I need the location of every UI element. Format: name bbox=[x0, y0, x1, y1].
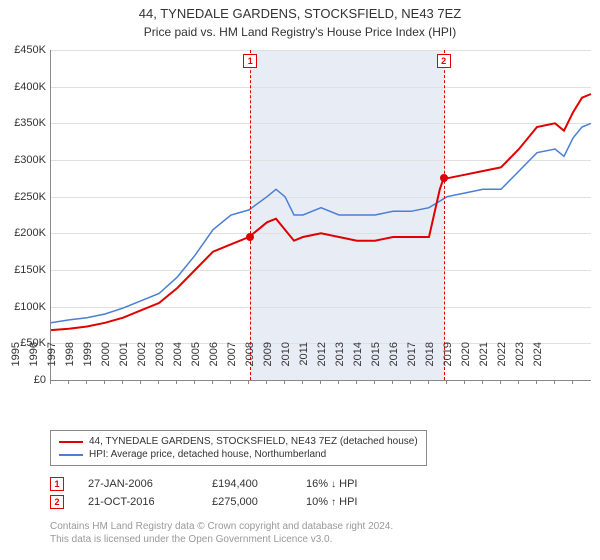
footer-line-2: This data is licensed under the Open Gov… bbox=[50, 533, 393, 546]
legend-swatch bbox=[59, 454, 83, 456]
sale-pct-vs-hpi: 10% ↑ HPI bbox=[306, 496, 396, 508]
x-tick-label: 2007 bbox=[226, 342, 238, 382]
x-tick-label: 2001 bbox=[118, 342, 130, 382]
x-tick-label: 2000 bbox=[100, 342, 112, 382]
sale-dot-1 bbox=[246, 233, 254, 241]
x-tick-label: 1995 bbox=[10, 342, 22, 382]
x-tick-label: 2020 bbox=[460, 342, 472, 382]
legend-row: 44, TYNEDALE GARDENS, STOCKSFIELD, NE43 … bbox=[59, 435, 418, 448]
x-tick-label: 2017 bbox=[406, 342, 418, 382]
legend-label: 44, TYNEDALE GARDENS, STOCKSFIELD, NE43 … bbox=[89, 436, 418, 447]
legend-row: HPI: Average price, detached house, Nort… bbox=[59, 448, 418, 461]
legend-label: HPI: Average price, detached house, Nort… bbox=[89, 449, 326, 460]
y-tick-label: £250K bbox=[14, 191, 50, 203]
sale-row: 1 27-JAN-2006 £194,400 16% ↓ HPI bbox=[50, 475, 396, 493]
x-tick-label: 2016 bbox=[388, 342, 400, 382]
legend-swatch bbox=[59, 441, 83, 443]
x-tick-label: 2011 bbox=[298, 342, 310, 382]
line-series bbox=[51, 50, 591, 380]
y-tick-label: £450K bbox=[14, 44, 50, 56]
y-tick-label: £350K bbox=[14, 117, 50, 129]
sale-price: £275,000 bbox=[212, 496, 282, 508]
sale-date: 27-JAN-2006 bbox=[88, 478, 188, 490]
chart-subtitle: Price paid vs. HM Land Registry's House … bbox=[0, 23, 600, 39]
x-tick-label: 2022 bbox=[496, 342, 508, 382]
x-tick-label: 2008 bbox=[244, 342, 256, 382]
sales-table: 1 27-JAN-2006 £194,400 16% ↓ HPI 2 21-OCT-201… bbox=[50, 475, 396, 511]
plot-region: 12 bbox=[50, 50, 591, 381]
series-property bbox=[51, 94, 591, 330]
x-tick-label: 2015 bbox=[370, 342, 382, 382]
chart-title: 44, TYNEDALE GARDENS, STOCKSFIELD, NE43 … bbox=[0, 0, 600, 23]
sale-dot-2 bbox=[440, 174, 448, 182]
y-tick-label: £150K bbox=[14, 264, 50, 276]
footer-attribution: Contains HM Land Registry data © Crown c… bbox=[50, 520, 393, 546]
x-tick-label: 2006 bbox=[208, 342, 220, 382]
chart-container: 44, TYNEDALE GARDENS, STOCKSFIELD, NE43 … bbox=[0, 0, 600, 560]
sale-marker-2: 2 bbox=[437, 54, 451, 68]
y-tick-label: £300K bbox=[14, 154, 50, 166]
x-tick-label: 1996 bbox=[28, 342, 40, 382]
x-tick-label: 1997 bbox=[46, 342, 58, 382]
x-tick-label: 2019 bbox=[442, 342, 454, 382]
footer-line-1: Contains HM Land Registry data © Crown c… bbox=[50, 520, 393, 533]
y-tick-label: £200K bbox=[14, 227, 50, 239]
x-tick-label: 2014 bbox=[352, 342, 364, 382]
x-tick-label: 2023 bbox=[514, 342, 526, 382]
sale-row: 2 21-OCT-2016 £275,000 10% ↑ HPI bbox=[50, 493, 396, 511]
sale-row-marker: 1 bbox=[50, 477, 64, 491]
sale-date: 21-OCT-2016 bbox=[88, 496, 188, 508]
x-tick-label: 2013 bbox=[334, 342, 346, 382]
x-tick-label: 2003 bbox=[154, 342, 166, 382]
series-hpi bbox=[51, 123, 591, 322]
x-tick-label: 2012 bbox=[316, 342, 328, 382]
sale-price: £194,400 bbox=[212, 478, 282, 490]
legend: 44, TYNEDALE GARDENS, STOCKSFIELD, NE43 … bbox=[50, 430, 427, 466]
x-tick-label: 1999 bbox=[82, 342, 94, 382]
x-tick-label: 2024 bbox=[532, 342, 544, 382]
x-tick-label: 2004 bbox=[172, 342, 184, 382]
x-tick-label: 2002 bbox=[136, 342, 148, 382]
y-tick-label: £100K bbox=[14, 301, 50, 313]
x-tick-label: 1998 bbox=[64, 342, 76, 382]
x-tick-label: 2018 bbox=[424, 342, 436, 382]
chart-area: 12 £0£50K£100K£150K£200K£250K£300K£350K£… bbox=[50, 50, 590, 420]
x-tick-label: 2005 bbox=[190, 342, 202, 382]
x-tick-label: 2021 bbox=[478, 342, 490, 382]
x-tick-label: 2010 bbox=[280, 342, 292, 382]
sale-marker-1: 1 bbox=[243, 54, 257, 68]
sale-pct-vs-hpi: 16% ↓ HPI bbox=[306, 478, 396, 490]
sale-row-marker: 2 bbox=[50, 495, 64, 509]
y-tick-label: £400K bbox=[14, 81, 50, 93]
x-tick-label: 2009 bbox=[262, 342, 274, 382]
